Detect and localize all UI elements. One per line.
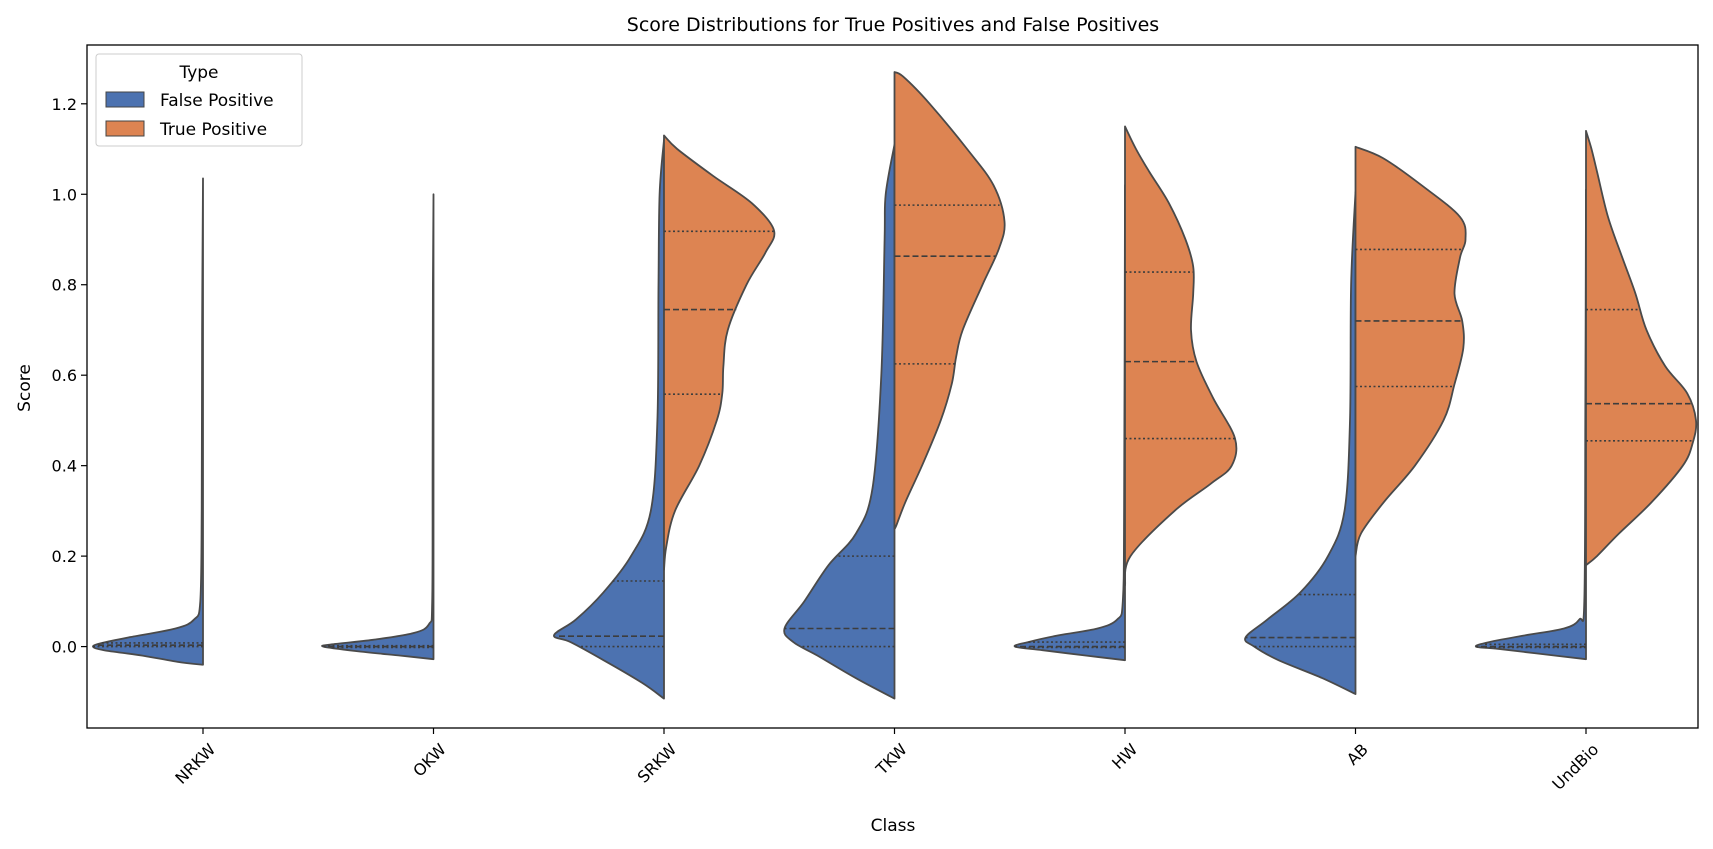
violin-false-positive-HW xyxy=(1013,184,1126,662)
y-axis: 0.0 0.2 0.4 0.6 0.8 1.0 1.2 xyxy=(52,95,87,657)
y-axis-label: Score xyxy=(15,364,35,412)
violin-true-positive-TKW xyxy=(893,71,1006,530)
x-tick-label-TKW: TKW xyxy=(872,740,911,779)
quartile-lines-layer xyxy=(93,204,1694,649)
violin-false-positive-UndBio xyxy=(1474,188,1587,661)
legend-title: Type xyxy=(178,63,218,83)
x-tick-label-OKW: OKW xyxy=(409,740,450,781)
violin-false-positive-AB xyxy=(1244,191,1357,695)
y-tick-label: 0.4 xyxy=(52,457,77,476)
legend-frame xyxy=(95,53,303,147)
x-tick-label-HW: HW xyxy=(1108,740,1141,773)
legend-label-true-positive: True Positive xyxy=(159,120,267,140)
y-tick-label: 1.2 xyxy=(52,95,77,114)
legend-swatch-false-positive xyxy=(105,91,145,108)
x-axis-label: Class xyxy=(871,816,916,836)
violin-true-positive-HW xyxy=(1124,125,1238,587)
y-tick-label: 0.8 xyxy=(52,276,77,295)
violin-true-positive-AB xyxy=(1354,145,1467,557)
violin-false-positive-NRKW xyxy=(92,177,204,666)
x-tick-label-AB: AB xyxy=(1343,740,1372,769)
violin-layer xyxy=(92,71,1698,700)
y-tick-label: 0.2 xyxy=(52,547,77,566)
plot-frame xyxy=(86,44,1699,729)
violin-true-positive-UndBio xyxy=(1585,130,1698,567)
y-tick-label: 0.6 xyxy=(52,366,77,385)
violin-false-positive-SRKW xyxy=(553,139,665,700)
x-tick-label-UndBio: UndBio xyxy=(1548,740,1602,794)
y-tick-label: 1.0 xyxy=(52,185,77,204)
x-tick-label-NRKW: NRKW xyxy=(171,740,219,788)
x-tick-label-SRKW: SRKW xyxy=(634,740,681,787)
legend: Type False Positive True Positive xyxy=(95,53,303,147)
x-axis: NRKW OKW SRKW TKW HW AB UndBio xyxy=(171,728,1602,794)
chart-title: Score Distributions for True Positives a… xyxy=(627,14,1159,36)
legend-label-false-positive: False Positive xyxy=(160,91,274,111)
violin-false-positive-OKW xyxy=(321,193,435,661)
y-tick-label: 0.0 xyxy=(52,638,77,657)
violin-false-positive-TKW xyxy=(783,143,896,700)
legend-swatch-true-positive xyxy=(105,120,145,137)
violin-true-positive-SRKW xyxy=(663,134,776,571)
